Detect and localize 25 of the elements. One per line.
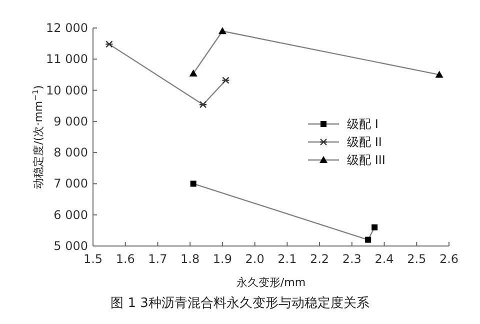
x-tick-label: 1.5 [83, 252, 103, 266]
y-tick-label: 6 000 [54, 208, 88, 222]
x-tick-label: 1.6 [116, 252, 135, 266]
legend-label: 级配 III [347, 153, 386, 167]
x-tick-label: 2.1 [278, 252, 297, 266]
x-axis-title: 永久变形/mm [236, 276, 306, 289]
y-tick-label: 9 000 [54, 114, 88, 128]
y-tick-label: 10 000 [46, 83, 88, 98]
x-tick-label: 1.7 [148, 252, 168, 266]
y-tick-label: 11 000 [46, 52, 88, 66]
x-tick-label: 2.5 [407, 252, 426, 266]
y-tick-label: 7 000 [54, 176, 88, 191]
x-tick-label: 1.8 [180, 252, 200, 266]
x-tick-label: 2.4 [374, 252, 394, 266]
legend-label: 级配 II [347, 135, 382, 149]
y-tick-label: 5 000 [54, 239, 88, 253]
x-tick-label: 2.0 [245, 252, 264, 266]
caption: 图 1 3种沥青混合料永久变形与动稳定度关系 [110, 295, 370, 311]
legend-label: 级配 I [347, 117, 378, 131]
x-tick-label: 2.2 [310, 252, 330, 266]
y-tick-label: 12 000 [46, 21, 88, 35]
x-tick-label: 2.6 [439, 252, 459, 266]
x-tick-label: 2.3 [342, 252, 362, 266]
x-tick-label: 1.9 [212, 252, 232, 266]
y-tick-label: 8 000 [54, 146, 88, 160]
